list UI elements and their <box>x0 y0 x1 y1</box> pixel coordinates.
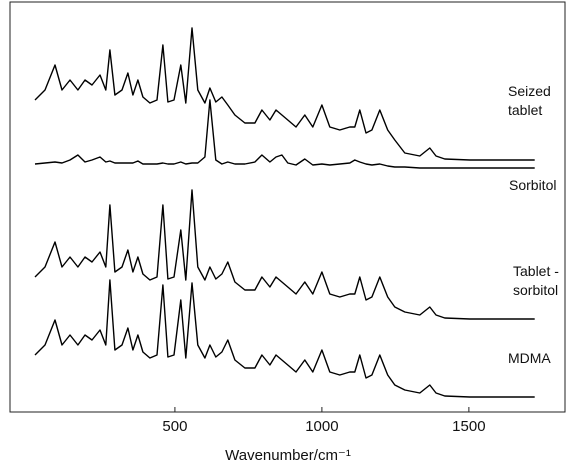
series-label: Sorbitol <box>509 177 557 193</box>
series-label: Seized tablet <box>508 83 551 118</box>
x-axis-label: Wavenumber/cm⁻¹ <box>225 447 351 464</box>
plot-frame <box>9 1 566 413</box>
series-label: MDMA <box>508 350 551 366</box>
x-tick-label: 500 <box>162 418 187 435</box>
spectrum-line <box>34 189 535 320</box>
spectrum-line <box>34 279 535 398</box>
spectrum-line <box>34 99 535 169</box>
x-tick-label: 1000 <box>305 418 338 435</box>
x-tick-label: 1500 <box>452 418 485 435</box>
series-label: Tablet -sorbitol <box>513 263 559 298</box>
spectrum-line <box>34 27 535 161</box>
